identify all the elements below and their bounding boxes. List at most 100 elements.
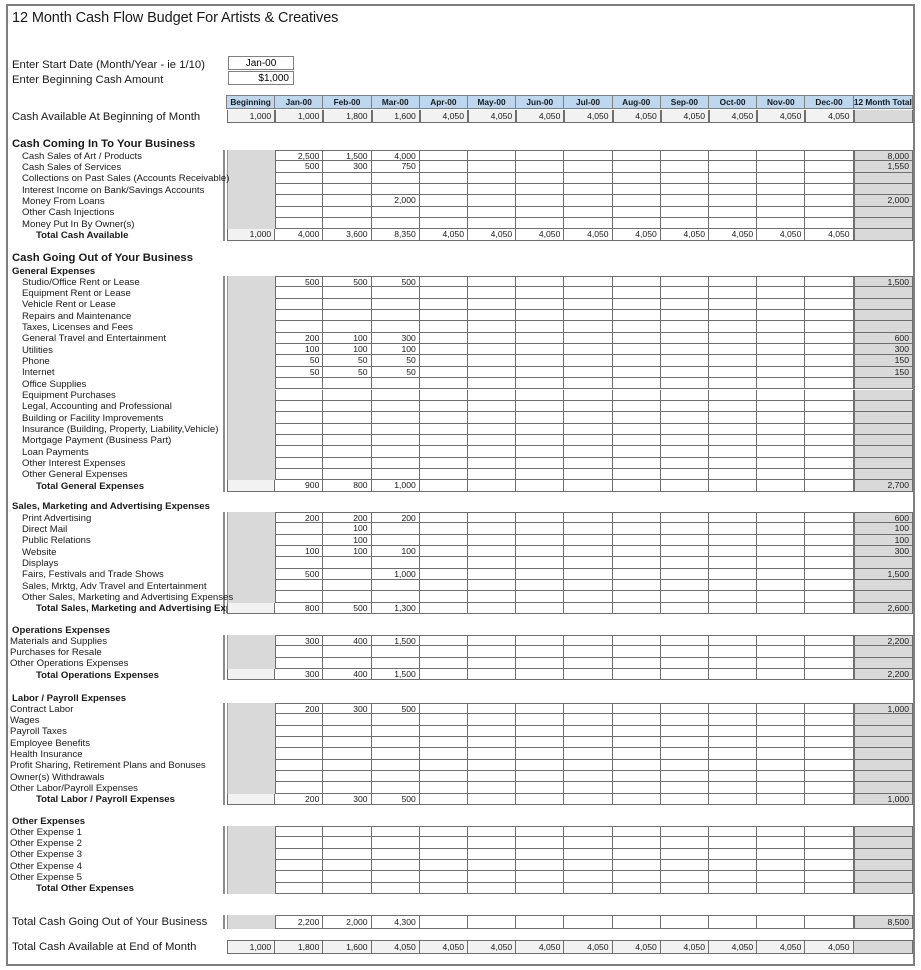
data-cell[interactable] (805, 446, 854, 458)
data-cell[interactable] (419, 321, 468, 333)
data-cell[interactable] (323, 646, 372, 658)
data-cell[interactable] (564, 276, 613, 288)
data-cell[interactable] (275, 871, 324, 883)
data-cell[interactable] (709, 591, 758, 603)
data-cell[interactable] (564, 310, 613, 322)
data-cell[interactable] (275, 826, 324, 838)
data-cell[interactable] (709, 557, 758, 569)
data-cell[interactable] (805, 512, 854, 524)
data-cell[interactable] (660, 771, 709, 783)
data-cell[interactable] (468, 218, 517, 230)
data-cell[interactable] (660, 457, 709, 469)
data-cell[interactable] (371, 826, 420, 838)
data-cell[interactable] (323, 206, 372, 219)
data-cell[interactable] (516, 635, 565, 647)
data-cell[interactable] (660, 703, 709, 715)
data-cell[interactable] (660, 523, 709, 535)
data-cell[interactable] (371, 412, 420, 424)
data-cell[interactable] (323, 184, 372, 196)
data-cell[interactable] (660, 423, 709, 435)
data-cell[interactable] (468, 523, 517, 535)
data-cell[interactable] (564, 534, 613, 547)
data-cell[interactable] (757, 389, 806, 401)
data-cell[interactable] (516, 150, 565, 162)
data-cell[interactable] (419, 737, 468, 749)
data-cell[interactable]: 750 (371, 161, 420, 173)
data-cell[interactable] (516, 446, 565, 458)
data-cell[interactable] (660, 276, 709, 288)
data-cell[interactable] (468, 771, 517, 783)
data-cell[interactable] (516, 276, 565, 288)
data-cell[interactable] (468, 837, 517, 849)
data-cell[interactable] (516, 195, 565, 207)
data-cell[interactable] (419, 782, 468, 794)
data-cell[interactable]: 1,500 (371, 635, 420, 647)
data-cell[interactable] (564, 298, 613, 311)
data-cell[interactable] (709, 355, 758, 367)
data-cell[interactable] (757, 310, 806, 322)
data-cell[interactable] (805, 725, 854, 738)
data-cell[interactable] (660, 591, 709, 603)
data-cell[interactable] (805, 748, 854, 760)
data-cell[interactable] (419, 457, 468, 469)
data-cell[interactable] (323, 871, 372, 883)
data-cell[interactable] (660, 860, 709, 872)
data-cell[interactable] (275, 737, 324, 749)
data-cell[interactable] (323, 568, 372, 581)
data-cell[interactable] (468, 635, 517, 647)
data-cell[interactable] (468, 826, 517, 838)
data-cell[interactable]: 500 (323, 276, 372, 288)
data-cell[interactable] (709, 366, 758, 379)
data-cell[interactable]: 100 (323, 332, 372, 345)
data-cell[interactable] (564, 546, 613, 558)
data-cell[interactable] (419, 837, 468, 849)
data-cell[interactable] (709, 534, 758, 547)
data-cell[interactable] (516, 759, 565, 772)
data-cell[interactable]: 100 (323, 344, 372, 356)
data-cell[interactable] (371, 759, 420, 772)
data-cell[interactable] (468, 591, 517, 603)
data-cell[interactable]: 500 (275, 568, 324, 581)
data-cell[interactable] (516, 434, 565, 447)
data-cell[interactable] (468, 172, 517, 185)
data-cell[interactable] (275, 534, 324, 547)
data-cell[interactable] (468, 568, 517, 581)
data-cell[interactable] (275, 321, 324, 333)
data-cell[interactable] (757, 871, 806, 883)
data-cell[interactable] (275, 206, 324, 219)
data-cell[interactable] (323, 580, 372, 592)
data-cell[interactable] (419, 871, 468, 883)
data-cell[interactable] (612, 161, 661, 173)
data-cell[interactable] (564, 771, 613, 783)
data-cell[interactable] (805, 332, 854, 345)
data-cell[interactable] (709, 871, 758, 883)
data-cell[interactable] (468, 534, 517, 547)
data-cell[interactable] (757, 161, 806, 173)
data-cell[interactable] (612, 748, 661, 760)
data-cell[interactable] (709, 523, 758, 535)
data-cell[interactable] (275, 759, 324, 772)
data-cell[interactable] (323, 771, 372, 783)
data-cell[interactable] (371, 523, 420, 535)
data-cell[interactable] (757, 759, 806, 772)
data-cell[interactable] (757, 172, 806, 185)
data-cell[interactable] (709, 759, 758, 772)
data-cell[interactable] (757, 725, 806, 738)
data-cell[interactable] (612, 344, 661, 356)
data-cell[interactable] (564, 635, 613, 647)
data-cell[interactable] (564, 568, 613, 581)
data-cell[interactable] (419, 703, 468, 715)
data-cell[interactable]: 50 (275, 366, 324, 379)
data-cell[interactable] (371, 446, 420, 458)
data-cell[interactable] (709, 446, 758, 458)
data-cell[interactable] (757, 646, 806, 658)
data-cell[interactable] (371, 837, 420, 849)
data-cell[interactable] (564, 412, 613, 424)
data-cell[interactable] (709, 737, 758, 749)
data-cell[interactable] (660, 848, 709, 861)
data-cell[interactable] (612, 568, 661, 581)
data-cell[interactable] (709, 725, 758, 738)
data-cell[interactable] (757, 366, 806, 379)
data-cell[interactable] (564, 580, 613, 592)
data-cell[interactable] (564, 457, 613, 469)
